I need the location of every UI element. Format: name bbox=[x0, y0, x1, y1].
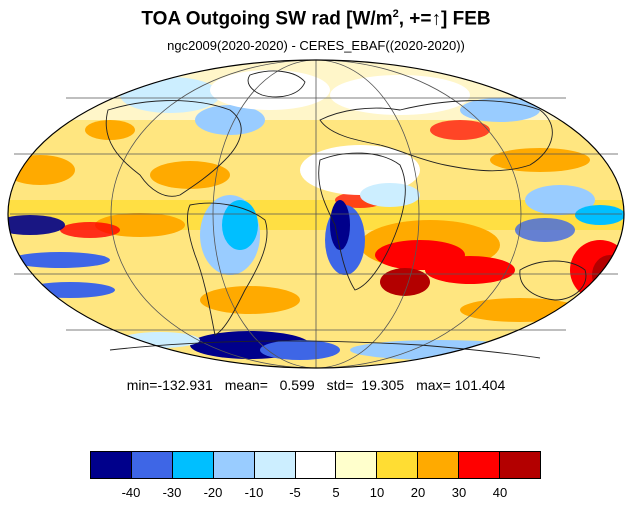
anomaly-patch bbox=[460, 298, 580, 322]
anomaly-patch bbox=[200, 286, 300, 314]
anomaly-patch bbox=[330, 75, 470, 115]
anomaly-patch bbox=[8, 215, 65, 235]
colorbar-tick-label: 20 bbox=[410, 485, 426, 500]
greenland-outline bbox=[247, 70, 306, 98]
colorbar-box bbox=[254, 452, 296, 478]
anomaly-patch bbox=[575, 205, 624, 225]
colorbar bbox=[90, 451, 541, 479]
anomaly-patch bbox=[525, 185, 595, 215]
colorbar-box bbox=[131, 452, 173, 478]
colorbar-box bbox=[213, 452, 255, 478]
stat-max: max= 101.404 bbox=[416, 377, 506, 393]
colorbar-tick-label: -20 bbox=[203, 485, 223, 500]
anomaly-patch bbox=[60, 222, 120, 238]
statistics-line: min=-132.931 mean= 0.599 std= 19.305 max= 1… bbox=[0, 377, 632, 393]
colorbar-tick-label: -40 bbox=[121, 485, 141, 500]
map-subtitle: ngc2009(2020-2020) - CERES_EBAF((2020-20… bbox=[167, 38, 465, 53]
colorbar-box bbox=[295, 452, 337, 478]
colorbar-tick-label: -5 bbox=[289, 485, 301, 500]
africa-outline bbox=[318, 152, 406, 291]
stat-min: min=-132.931 bbox=[126, 377, 213, 393]
mollweide-map bbox=[7, 59, 625, 369]
colorbar-tick-labels: -40 -30 -20 -10 -5 5 10 20 30 40 bbox=[0, 485, 632, 501]
anomaly-patch bbox=[330, 200, 350, 250]
anomaly-patch bbox=[25, 282, 115, 298]
anomaly-patch bbox=[120, 77, 220, 113]
north-america-outline bbox=[105, 100, 242, 197]
anomaly-patch bbox=[380, 268, 430, 296]
map-title: TOA Outgoing SW rad [W/m2, +=↑] FEB bbox=[0, 8, 632, 30]
colorbar-box bbox=[336, 452, 378, 478]
colorbar-tick-label: -30 bbox=[162, 485, 182, 500]
colorbar-tick-label: 40 bbox=[492, 485, 508, 500]
colorbar-box bbox=[459, 452, 501, 478]
coastlines bbox=[105, 70, 587, 359]
australia-outline bbox=[519, 260, 587, 301]
stat-std: std= 19.305 bbox=[326, 377, 405, 393]
globe-border bbox=[7, 59, 625, 369]
anomaly-patch bbox=[222, 200, 258, 250]
title-main: TOA Outgoing SW rad [W/m bbox=[141, 8, 393, 30]
anomaly-patch bbox=[430, 120, 490, 140]
colorbar-box bbox=[377, 452, 419, 478]
colorbar-box bbox=[418, 452, 460, 478]
colorbar-box bbox=[172, 452, 214, 478]
stat-mean: mean= 0.599 bbox=[224, 377, 315, 393]
title-tail: , +=↑] FEB bbox=[398, 8, 491, 30]
south-america-outline bbox=[187, 202, 268, 336]
anomaly-patch bbox=[490, 148, 590, 172]
anomaly-patch bbox=[150, 161, 230, 189]
colorbar-tick-label: 10 bbox=[369, 485, 385, 500]
anomaly-patch bbox=[195, 105, 265, 135]
anomaly-patch bbox=[210, 70, 330, 110]
colorbar-tick-label: 5 bbox=[332, 485, 340, 500]
antarctica-outline bbox=[109, 340, 541, 359]
colorbar-tick-label: -10 bbox=[244, 485, 264, 500]
title-superscript: 2 bbox=[392, 8, 399, 20]
anomaly-patch bbox=[425, 256, 515, 284]
anomaly-patch bbox=[360, 183, 420, 207]
colorbar-box bbox=[91, 452, 132, 478]
anomaly-patch bbox=[300, 145, 420, 195]
eurasia-outline bbox=[319, 100, 553, 172]
anomaly-patch bbox=[10, 252, 110, 268]
anomaly-patch bbox=[260, 340, 340, 360]
anomaly-patch bbox=[85, 120, 135, 140]
anomaly-patch bbox=[515, 218, 575, 242]
colorbar-box bbox=[500, 452, 540, 478]
colorbar-tick-label: 30 bbox=[451, 485, 467, 500]
